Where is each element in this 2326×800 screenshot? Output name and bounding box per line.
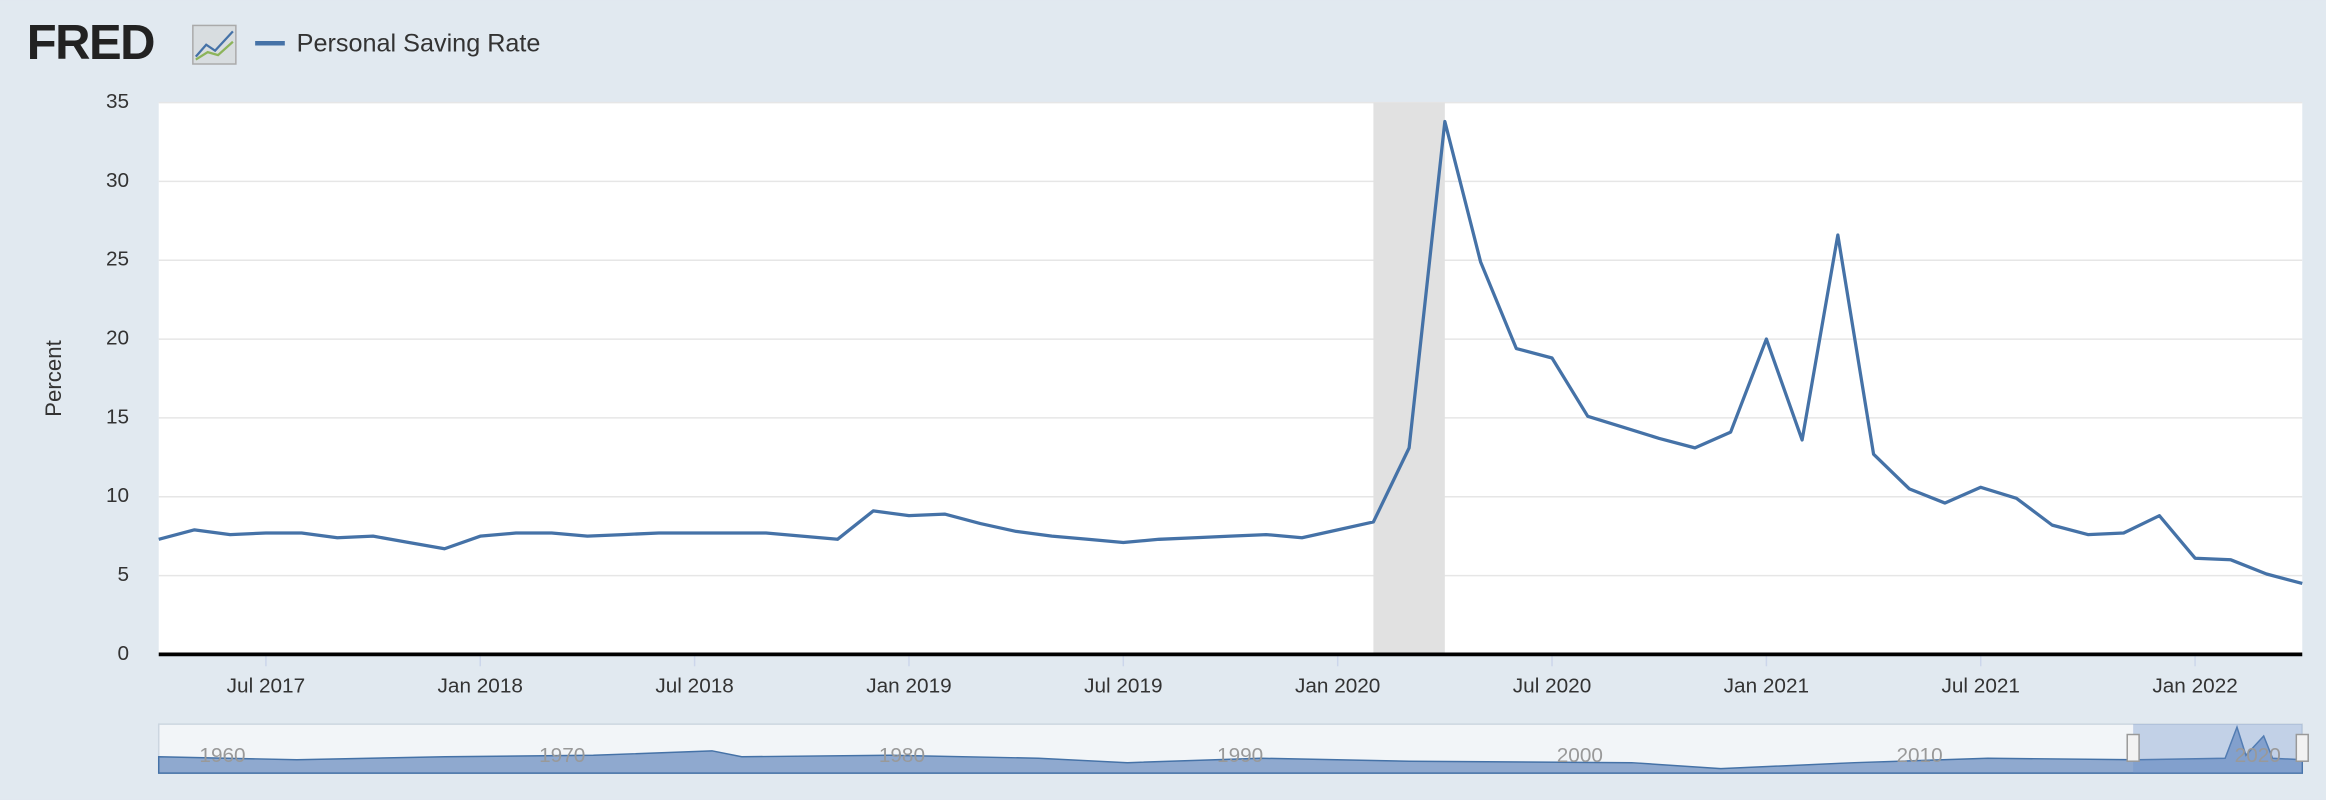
plot-area xyxy=(158,102,2303,655)
navigator-selection[interactable] xyxy=(2133,724,2303,774)
x-tick-label: Jan 2020 xyxy=(1295,675,1380,698)
recession-shading xyxy=(1373,102,1445,655)
x-tick-label: Jul 2017 xyxy=(227,675,305,698)
navigator-label: 2020 xyxy=(2235,744,2281,767)
x-tick-label: Jul 2019 xyxy=(1084,675,1162,698)
navigator-label: 2010 xyxy=(1896,744,1942,767)
series-line xyxy=(158,119,2303,586)
y-tick-label: 20 xyxy=(106,327,129,350)
x-tick-label: Jul 2018 xyxy=(655,675,733,698)
x-tick-label: Jan 2022 xyxy=(2152,675,2237,698)
y-tick-label: 0 xyxy=(118,642,130,665)
x-tick-label: Jan 2021 xyxy=(1724,675,1809,698)
y-tick-label: 15 xyxy=(106,405,129,428)
navigator-label: 1960 xyxy=(199,744,245,767)
navigator-label: 1980 xyxy=(879,744,925,767)
x-tick-label: Jul 2021 xyxy=(1942,675,2020,698)
x-tick-label: Jan 2019 xyxy=(866,675,951,698)
y-tick-label: 10 xyxy=(106,484,129,507)
navigator-label: 1990 xyxy=(1217,744,1263,767)
y-axis-label: Percent xyxy=(41,339,66,416)
navigator-label: 1970 xyxy=(539,744,585,767)
navigator-series xyxy=(157,724,2304,774)
legend-label: Personal Saving Rate xyxy=(297,29,541,57)
y-tick-label: 35 xyxy=(106,90,129,113)
navigator-handle[interactable] xyxy=(2295,733,2309,762)
x-tick-label: Jan 2018 xyxy=(438,675,523,698)
y-tick-label: 30 xyxy=(106,169,129,192)
navigator-label: 2000 xyxy=(1557,744,1603,767)
y-tick-label: 5 xyxy=(118,563,130,586)
logo-icon xyxy=(192,24,237,65)
x-tick-label: Jul 2020 xyxy=(1513,675,1591,698)
y-tick-label: 25 xyxy=(106,248,129,271)
logo: FRED xyxy=(27,16,154,70)
navigator-handle[interactable] xyxy=(2126,733,2140,762)
navigator xyxy=(157,723,2309,774)
